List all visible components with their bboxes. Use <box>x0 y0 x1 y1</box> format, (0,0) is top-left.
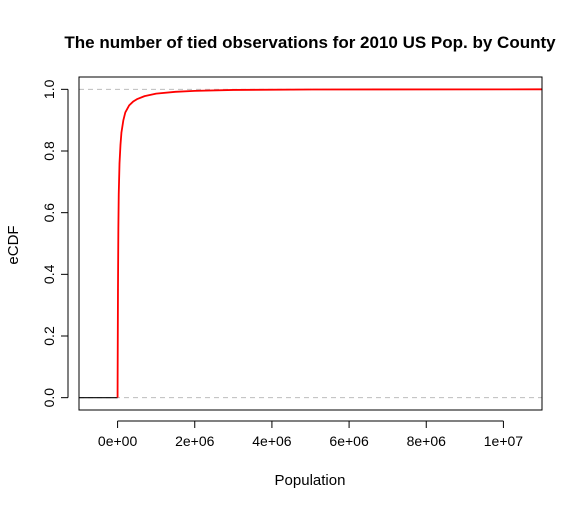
x-tick-label: 1e+07 <box>484 433 524 449</box>
y-axis-label: eCDF <box>5 225 22 264</box>
data-point <box>232 89 234 91</box>
data-point <box>174 91 177 93</box>
data-point <box>117 289 119 291</box>
data-point <box>128 104 130 106</box>
y-axis: 0.0 0.2 0.4 0.6 0.8 1.0 <box>41 79 69 408</box>
data-point <box>119 144 122 146</box>
series-line <box>116 88 543 398</box>
x-axis-label: Population <box>275 472 346 489</box>
x-tick-label: 0e+00 <box>98 433 138 449</box>
y-tick-label: 0.2 <box>41 326 57 346</box>
data-point <box>194 90 196 92</box>
data-point <box>309 88 312 91</box>
data-point <box>118 193 120 195</box>
series-layer <box>79 88 543 399</box>
x-tick-label: 6e+06 <box>329 433 369 449</box>
y-tick-label: 0.8 <box>41 141 57 161</box>
chart-title: The number of tied observations for 2010… <box>64 33 556 52</box>
data-point <box>155 93 157 95</box>
data-point <box>136 98 138 100</box>
data-point <box>118 162 121 164</box>
data-point <box>117 227 119 229</box>
x-tick-label: 4e+06 <box>252 433 292 449</box>
y-tick-label: 0.0 <box>41 388 57 408</box>
data-point <box>120 131 123 134</box>
x-tick-label: 2e+06 <box>175 433 215 449</box>
data-point <box>122 119 124 121</box>
data-point <box>116 390 119 393</box>
reference-lines <box>79 88 542 399</box>
x-tick-label: 8e+06 <box>407 433 447 449</box>
plot-frame <box>78 76 543 411</box>
data-point <box>143 95 146 97</box>
data-point <box>124 111 126 114</box>
y-tick-label: 0.4 <box>41 264 57 284</box>
x-axis: 0e+00 2e+06 4e+06 6e+06 8e+06 1e+07 <box>98 420 524 449</box>
y-tick-label: 1.0 <box>41 79 57 99</box>
data-point <box>132 101 134 103</box>
y-tick-label: 0.6 <box>41 203 57 223</box>
